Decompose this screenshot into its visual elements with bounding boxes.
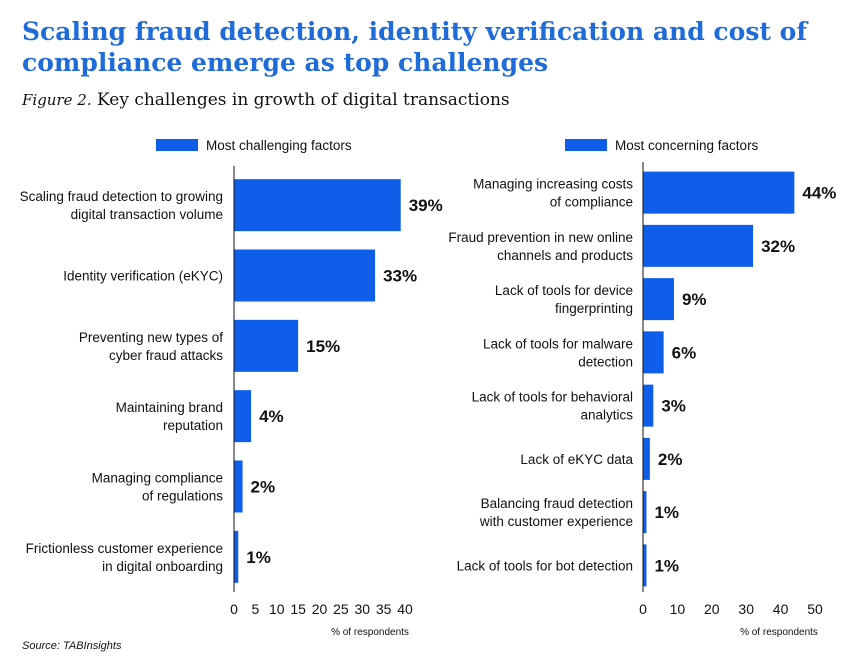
left-legend-swatch xyxy=(156,139,198,151)
right-value-label: 9% xyxy=(682,290,707,309)
left-tick-label: 20 xyxy=(312,601,328,617)
right-bar xyxy=(643,278,674,321)
left-tick-label: 15 xyxy=(290,601,306,617)
right-category-label: detection xyxy=(578,354,633,369)
source-note: Source: TABInsights xyxy=(22,640,122,652)
right-tick-label: 0 xyxy=(639,601,647,617)
figure-subtitle: Figure 2. Key challenges in growth of di… xyxy=(22,90,510,110)
left-tick-label: 25 xyxy=(333,601,349,617)
headline: Scaling fraud detection, identity verifi… xyxy=(22,17,808,77)
right-bar xyxy=(643,224,754,267)
left-value-label: 4% xyxy=(259,407,284,426)
right-bar xyxy=(643,544,647,587)
left-bar xyxy=(234,179,401,232)
right-category-label: Lack of tools for bot detection xyxy=(457,558,633,573)
left-value-label: 2% xyxy=(251,478,276,497)
right-category-label: Lack of eKYC data xyxy=(520,452,633,467)
left-category-label: of regulations xyxy=(142,489,223,504)
left-category-label: Scaling fraud detection to growing xyxy=(20,189,223,204)
left-category-label: in digital onboarding xyxy=(102,559,223,574)
right-category-label: Balancing fraud detection xyxy=(481,496,633,511)
left-x-axis-label: % of respondents xyxy=(331,627,409,638)
right-category-label: fingerprinting xyxy=(555,301,633,316)
left-category-label: Managing compliance xyxy=(92,471,223,486)
figure-number: Figure 2. xyxy=(22,91,92,109)
right-category-label: of compliance xyxy=(550,195,633,210)
left-bar xyxy=(234,319,299,372)
left-value-label: 39% xyxy=(409,196,443,215)
right-legend-label: Most concerning factors xyxy=(615,138,759,153)
left-value-label: 33% xyxy=(383,267,417,286)
left-bar xyxy=(234,390,252,443)
right-bar xyxy=(643,437,650,480)
right-value-label: 44% xyxy=(802,184,836,203)
right-value-label: 6% xyxy=(672,343,697,362)
left-tick-label: 5 xyxy=(251,601,259,617)
right-category-label: with customer experience xyxy=(479,514,633,529)
left-legend-label: Most challenging factors xyxy=(206,138,352,153)
left-category-label: cyber fraud attacks xyxy=(109,348,223,363)
left-value-label: 15% xyxy=(306,337,340,356)
left-bar xyxy=(234,460,243,513)
right-x-axis-label: % of respondents xyxy=(740,627,818,638)
left-category-label: Maintaining brand xyxy=(116,400,223,415)
left-bar xyxy=(234,530,239,583)
left-category-label: reputation xyxy=(163,418,223,433)
right-tick-label: 30 xyxy=(738,601,754,617)
left-category-label: Identity verification (eKYC) xyxy=(63,269,223,284)
right-category-label: Fraud prevention in new online xyxy=(448,230,633,245)
right-tick-label: 20 xyxy=(704,601,720,617)
left-bar xyxy=(234,249,376,302)
right-category-label: Managing increasing costs xyxy=(473,177,633,192)
left-tick-label: 35 xyxy=(376,601,392,617)
left-tick-label: 30 xyxy=(354,601,370,617)
right-tick-label: 50 xyxy=(807,601,823,617)
left-category-label: Frictionless customer experience xyxy=(26,541,223,556)
figure-caption: Key challenges in growth of digital tran… xyxy=(97,90,510,110)
right-category-label: channels and products xyxy=(497,248,633,263)
right-value-label: 2% xyxy=(658,450,683,469)
right-legend-swatch xyxy=(565,139,607,151)
right-value-label: 1% xyxy=(654,556,679,575)
right-bar xyxy=(643,171,795,214)
right-tick-label: 40 xyxy=(773,601,789,617)
right-bar xyxy=(643,384,654,427)
left-tick-label: 40 xyxy=(397,601,413,617)
right-value-label: 1% xyxy=(654,503,679,522)
right-value-label: 32% xyxy=(761,237,795,256)
right-bar xyxy=(643,331,664,374)
left-tick-label: 10 xyxy=(269,601,285,617)
right-value-label: 3% xyxy=(661,397,686,416)
right-category-label: Lack of tools for malware xyxy=(483,336,633,351)
left-category-label: digital transaction volume xyxy=(71,207,223,222)
right-bar xyxy=(643,491,647,534)
left-category-label: Preventing new types of xyxy=(79,330,223,345)
right-category-label: Lack of tools for behavioral xyxy=(472,390,633,405)
left-value-label: 1% xyxy=(246,548,271,567)
right-category-label: analytics xyxy=(580,408,633,423)
right-category-label: Lack of tools for device xyxy=(495,283,633,298)
right-tick-label: 10 xyxy=(670,601,686,617)
left-tick-label: 0 xyxy=(230,601,238,617)
